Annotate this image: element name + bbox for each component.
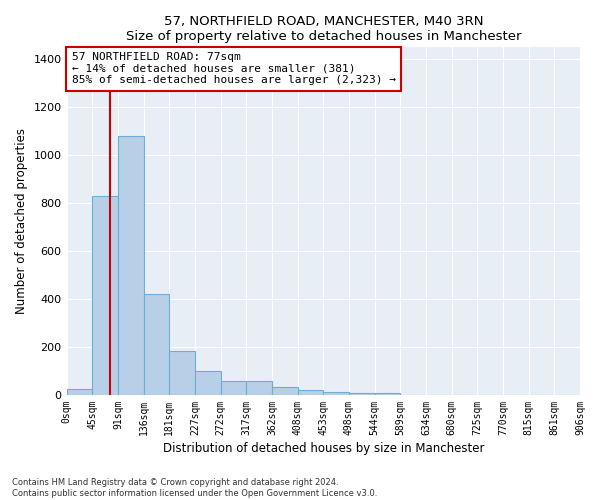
Bar bbox=[246, 381, 272, 395]
Bar bbox=[143, 294, 169, 395]
Bar bbox=[323, 392, 349, 395]
Bar bbox=[298, 390, 323, 395]
Bar bbox=[349, 392, 374, 395]
Bar bbox=[221, 381, 246, 395]
Text: Contains HM Land Registry data © Crown copyright and database right 2024.
Contai: Contains HM Land Registry data © Crown c… bbox=[12, 478, 377, 498]
Title: 57, NORTHFIELD ROAD, MANCHESTER, M40 3RN
Size of property relative to detached h: 57, NORTHFIELD ROAD, MANCHESTER, M40 3RN… bbox=[125, 15, 521, 43]
Bar bbox=[272, 386, 298, 395]
Bar bbox=[374, 392, 400, 395]
Bar bbox=[169, 350, 195, 395]
Bar bbox=[118, 136, 143, 395]
Text: 57 NORTHFIELD ROAD: 77sqm
← 14% of detached houses are smaller (381)
85% of semi: 57 NORTHFIELD ROAD: 77sqm ← 14% of detac… bbox=[71, 52, 395, 86]
Bar bbox=[67, 389, 92, 395]
Y-axis label: Number of detached properties: Number of detached properties bbox=[15, 128, 28, 314]
Bar bbox=[195, 371, 221, 395]
X-axis label: Distribution of detached houses by size in Manchester: Distribution of detached houses by size … bbox=[163, 442, 484, 455]
Bar bbox=[92, 196, 118, 395]
